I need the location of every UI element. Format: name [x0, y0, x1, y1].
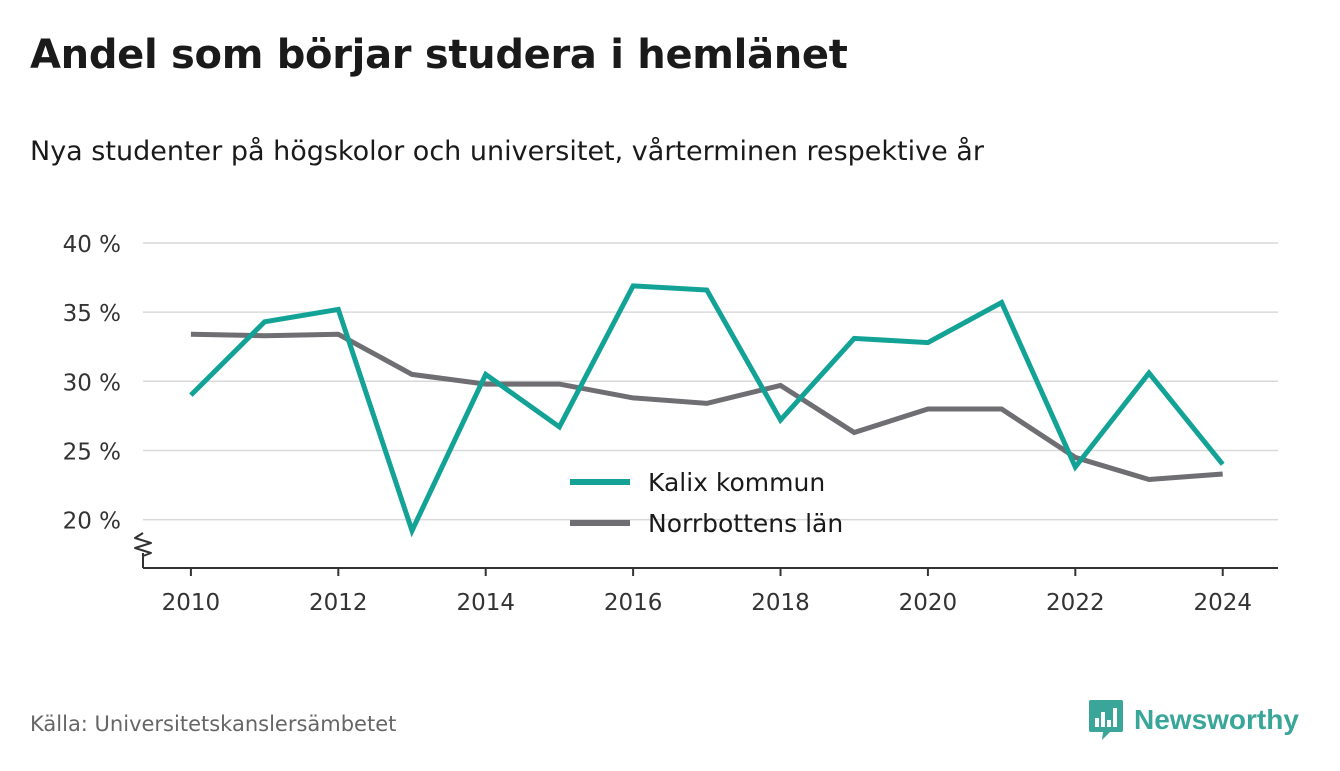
legend-label: Norrbottens län: [648, 509, 843, 538]
bar-chart-speech-bubble-icon: [1089, 700, 1123, 740]
x-tick-label: 2022: [1046, 590, 1105, 616]
x-tick-label: 2024: [1193, 590, 1252, 616]
x-tick-label: 2010: [162, 590, 221, 616]
x-tick-label: 2014: [456, 590, 515, 616]
brand-name: Newsworthy: [1134, 704, 1299, 735]
axis-break-icon: [134, 532, 152, 557]
y-tick-label: 35 %: [63, 301, 121, 327]
source-note: Källa: Universitetskanslersämbetet: [30, 712, 397, 736]
chart-title: Andel som börjar studera i hemlänet: [30, 32, 848, 78]
y-tick-label: 30 %: [63, 370, 121, 396]
y-tick-label: 20 %: [63, 509, 121, 535]
x-tick-label: 2018: [751, 590, 810, 616]
brand-logo: Newsworthy: [1088, 698, 1299, 742]
series-line-norrbottens-län: [190, 331, 1223, 483]
y-tick-label: 25 %: [63, 439, 121, 465]
chart-subtitle: Nya studenter på högskolor och universit…: [30, 136, 984, 167]
x-tick-label: 2012: [309, 590, 368, 616]
x-tick-label: 2016: [604, 590, 663, 616]
x-tick-label: 2020: [899, 590, 958, 616]
line-chart: 20 % 25 % 30 % 35 % 40 % 2010 2012 2014 2016 2018…: [63, 232, 1278, 616]
legend-label: Kalix kommun: [648, 468, 825, 497]
y-tick-label: 40 %: [63, 232, 121, 258]
